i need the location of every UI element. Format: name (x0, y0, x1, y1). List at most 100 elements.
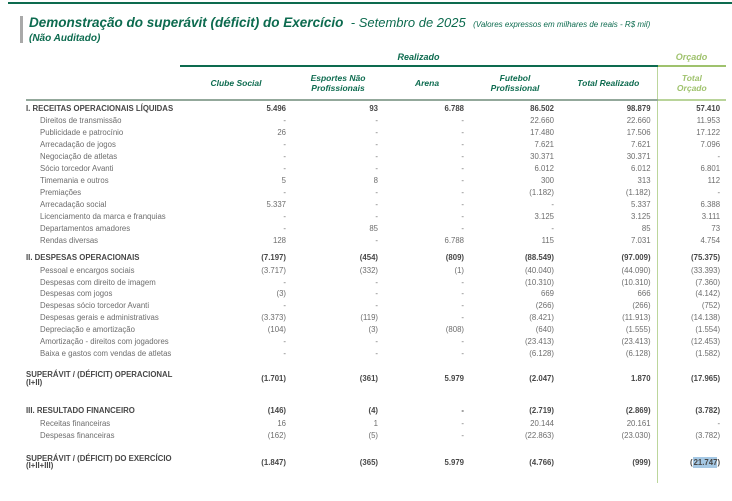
cell-total-orcado: (1.554) (656, 324, 727, 337)
spacer-cell (656, 475, 727, 484)
group-header-realizado: Realizado (180, 48, 658, 67)
row-label: Despesas com direito de imagem (40, 277, 156, 287)
cell-arena: - (461, 127, 464, 137)
table-row: Pessoal e encargos sociais (3.717) (332) (1… (26, 264, 727, 277)
row-label: Amortização - direitos com jogadores (40, 337, 169, 347)
spacer-cell (656, 441, 727, 450)
cell-arena: - (461, 199, 464, 209)
spacer-cell (384, 392, 470, 404)
cell-arena: - (461, 151, 464, 161)
table-row: III. RESULTADO FINANCEIRO (146) (4) - (2.719… (26, 403, 727, 418)
column-header-arena: Arena (384, 66, 470, 101)
cell-total-realizado: (1.182) (625, 187, 651, 197)
cell-total-orcado: (3.782) (656, 403, 727, 418)
row-label: Arrecadação social (40, 199, 107, 209)
financial-statement-table: Realizado Orçado Clube Social Esportes N… (26, 48, 727, 484)
cell-total-realizado: (6.128) (625, 349, 651, 359)
cell-total-orcado: (21.747) (656, 449, 727, 476)
spacer-cell (560, 442, 657, 450)
spacer-cell (470, 475, 560, 483)
cell-total-realizado: 98.879 (626, 103, 651, 113)
cell-total-orcado: 73 (656, 222, 727, 235)
cell-arena: - (461, 430, 464, 440)
cell-clube-social: - (283, 115, 286, 125)
cell-total-realizado: (2.869) (625, 406, 651, 416)
row-label: I. RECEITAS OPERACIONAIS LÍQUIDAS (26, 103, 174, 113)
cell-esportes-nao-profissionais: - (375, 199, 378, 209)
cell-futebol-profissional: 115 (541, 235, 554, 245)
cell-clube-social: - (283, 349, 286, 359)
cell-total-orcado: (4.142) (656, 288, 727, 301)
cell-total-orcado: 7.096 (656, 138, 727, 151)
cell-esportes-nao-profissionais: 8 (373, 175, 378, 185)
cell-esportes-nao-profissionais: (365) (359, 457, 378, 467)
cell-total-realizado: 20.161 (626, 418, 651, 428)
cell-arena: - (461, 301, 464, 311)
cell-clube-social: (7.197) (261, 253, 286, 263)
cell-futebol-profissional: 22.660 (530, 115, 554, 125)
cell-clube-social: - (283, 163, 286, 173)
cell-arena: - (461, 187, 464, 197)
cell-arena: 6.788 (444, 103, 464, 113)
cell-futebol-profissional: 7.621 (534, 139, 554, 149)
table-row: Licenciamento da marca e franquias - - - 3.1… (26, 210, 727, 223)
cell-futebol-profissional: 669 (540, 289, 554, 299)
cell-arena: (1) (454, 265, 464, 275)
table-row: Timemania e outros 5 8 - 300 313 112 (26, 174, 727, 187)
spacer-cell (26, 442, 180, 450)
cell-futebol-profissional: (4.766) (529, 457, 554, 467)
title-accent-bar (20, 16, 23, 43)
cell-total-orcado: (33.393) (656, 264, 727, 277)
cell-futebol-profissional: (22.863) (524, 430, 554, 440)
cell-futebol-profissional: - (551, 223, 554, 233)
cell-total-realizado: 7.621 (631, 139, 651, 149)
table-row: SUPERÁVIT / (DÉFICIT) DO EXERCÍCIO (I+II… (26, 449, 727, 476)
table-row: Amortização - direitos com jogadores - - - (… (26, 336, 727, 349)
cell-arena: 6.788 (444, 235, 464, 245)
cell-futebol-profissional: 86.502 (530, 103, 554, 113)
spacer-cell (292, 475, 384, 483)
title-line: Demonstração do superávit (déficit) do E… (29, 14, 650, 32)
cell-arena: - (461, 223, 464, 233)
cell-total-orcado: (17.965) (656, 366, 727, 392)
cell-total-realizado: (23.030) (621, 430, 651, 440)
spacer-row (26, 441, 727, 450)
table-row: Despesas com jogos (3) - - 669 666 (4.142) (26, 288, 727, 301)
unaudited-label: (Não Auditado) (29, 33, 101, 44)
cell-futebol-profissional: 30.371 (530, 151, 554, 161)
cell-futebol-profissional: (8.421) (529, 313, 554, 323)
table-row: Despesas sócio torcedor Avanti - - - (266) (2… (26, 300, 727, 313)
cell-clube-social: 26 (277, 127, 286, 137)
cell-arena: 5.979 (444, 374, 464, 384)
column-header-blank (26, 66, 180, 101)
cell-total-realizado: (23.413) (621, 337, 651, 347)
column-header-futebol-profissional: Futebol Profissional (470, 66, 560, 101)
cell-arena: - (461, 211, 464, 221)
cell-total-realizado: (44.090) (621, 265, 651, 275)
cell-clube-social: - (283, 277, 286, 287)
spacer-cell (180, 442, 292, 450)
cell-total-orcado: 6.801 (656, 162, 727, 175)
cell-total-orcado: (75.375) (656, 250, 727, 265)
cell-total-orcado: (12.453) (656, 336, 727, 349)
cell-clube-social: - (283, 211, 286, 221)
cell-clube-social: (3) (276, 289, 286, 299)
column-header-clube-social: Clube Social (180, 66, 292, 101)
row-label: III. RESULTADO FINANCEIRO (26, 406, 135, 416)
cell-total-realizado: 6.012 (631, 163, 651, 173)
cell-futebol-profissional: 300 (540, 175, 554, 185)
spacer-row (26, 475, 727, 484)
cell-esportes-nao-profissionais: - (375, 337, 378, 347)
cell-esportes-nao-profissionais: 93 (369, 103, 378, 113)
cell-clube-social: (104) (267, 325, 286, 335)
cell-esportes-nao-profissionais: - (375, 277, 378, 287)
cell-total-orcado: 6.388 (656, 198, 727, 211)
cell-total-realizado: 85 (641, 223, 651, 233)
cell-arena: - (461, 406, 464, 416)
cell-futebol-profissional: (2.719) (529, 406, 554, 416)
table-row: Depreciação e amortização (104) (3) (808) (6… (26, 324, 727, 337)
row-label: Direitos de transmissão (40, 115, 122, 125)
cell-futebol-profissional: (2.047) (529, 374, 554, 384)
cell-total-orcado: 112 (656, 174, 727, 187)
